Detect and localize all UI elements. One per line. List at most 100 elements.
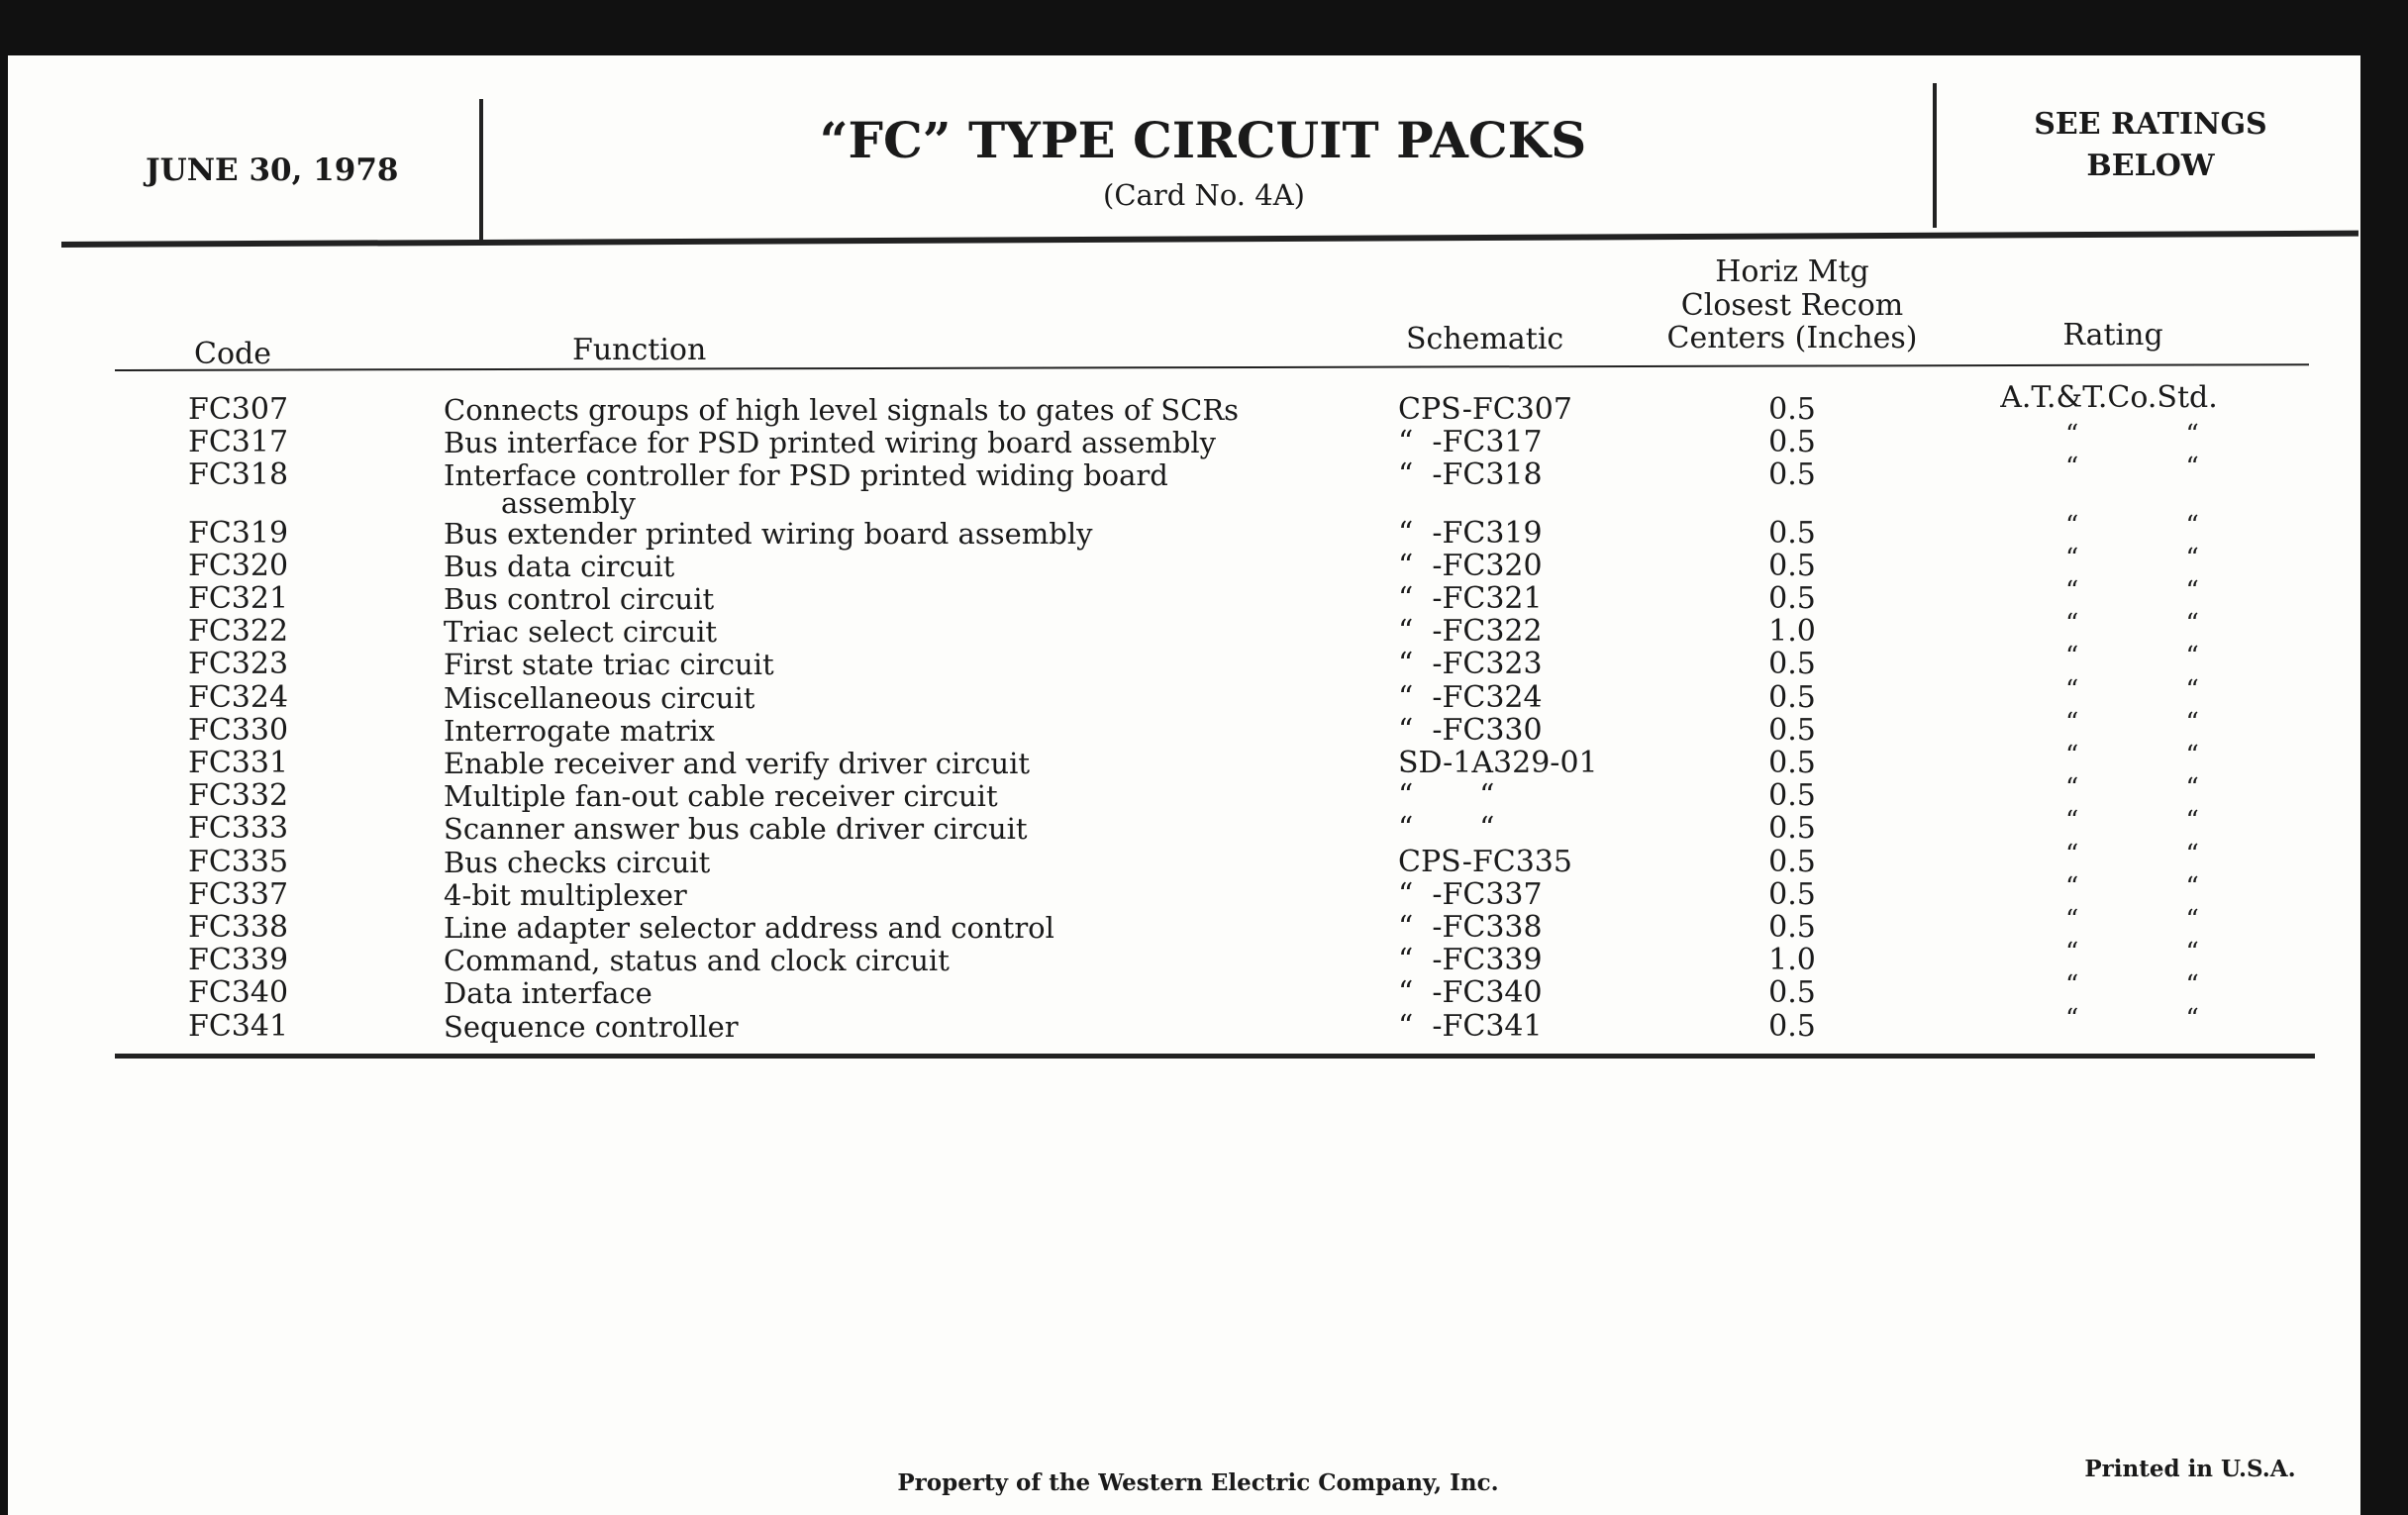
row-centers: 1.0 [1768, 943, 1816, 978]
row-rating-ditto: “ “ [2065, 642, 2199, 672]
row-centers: 0.5 [1768, 679, 1816, 715]
row-function: Enable receiver and verify driver circui… [444, 746, 1031, 780]
row-schematic: “ “ [1398, 778, 1495, 814]
row-function: Data interface [444, 976, 652, 1011]
row-schematic: “ -FC340 [1398, 975, 1543, 1011]
row-rating-ditto: “ “ [2065, 707, 2199, 738]
column-header-centers-line3: Centers (Inches) [1666, 321, 1918, 355]
ratings-note-line1: SEE RATINGS [2034, 107, 2267, 142]
table-bottom-rule [115, 1054, 2315, 1059]
row-schematic: “ -FC320 [1398, 548, 1543, 583]
row-rating-ditto: “ “ [2065, 609, 2199, 640]
row-centers: 0.5 [1768, 457, 1816, 493]
row-schematic: CPS-FC335 [1398, 844, 1572, 879]
row-schematic: “ -FC339 [1398, 943, 1543, 978]
row-rating-ditto: “ “ [2065, 970, 2199, 1001]
row-centers: 0.5 [1768, 778, 1816, 814]
page-title: “FC” TYPE CIRCUIT PACKS [0, 111, 2406, 169]
column-header-rating: Rating [2062, 318, 2163, 353]
row-schematic: CPS-FC307 [1398, 392, 1572, 427]
row-schematic: “ -FC323 [1398, 647, 1543, 682]
row-schematic: “ -FC338 [1398, 909, 1543, 945]
circuit-pack-card [8, 55, 2360, 1515]
row-rating-ditto: “ “ [2065, 453, 2199, 483]
row-code: FC332 [188, 778, 289, 814]
column-header-centers-line1: Horiz Mtg [1715, 254, 1869, 289]
row-code: FC323 [188, 647, 289, 682]
row-function: Bus checks circuit [444, 845, 711, 879]
row-function: Sequence controller [444, 1009, 739, 1044]
row-code: FC341 [188, 1008, 289, 1044]
header-divider-right [1933, 83, 1937, 228]
row-schematic: “ -FC321 [1398, 580, 1543, 616]
row-rating: A.T.&T.Co.Std. [2000, 380, 2218, 415]
row-code: FC338 [188, 909, 289, 945]
row-code: FC318 [188, 457, 289, 493]
row-centers: 0.5 [1768, 425, 1816, 460]
row-rating-ditto: “ “ [2065, 575, 2199, 606]
row-centers: 0.5 [1768, 876, 1816, 912]
row-code: FC331 [188, 745, 289, 780]
row-centers: 0.5 [1768, 712, 1816, 748]
row-code: FC307 [188, 392, 289, 427]
date: JUNE 30, 1978 [146, 152, 399, 188]
row-rating-ditto: “ “ [2065, 904, 2199, 935]
row-rating-ditto: “ “ [2065, 510, 2199, 541]
row-centers: 0.5 [1768, 580, 1816, 616]
row-rating-ditto: “ “ [2065, 839, 2199, 869]
row-rating-ditto: “ “ [2065, 543, 2199, 573]
row-centers: 0.5 [1768, 392, 1816, 427]
row-function: Bus extender printed wiring board assemb… [444, 516, 1093, 551]
row-function: Multiple fan-out cable receiver circuit [444, 779, 998, 814]
row-rating-ditto: “ “ [2065, 871, 2199, 902]
row-function: Triac select circuit [444, 615, 718, 650]
row-function: Line adapter selector address and contro… [444, 910, 1054, 945]
row-code: FC333 [188, 811, 289, 847]
column-header-function: Function [572, 333, 707, 367]
row-centers: 0.5 [1768, 1008, 1816, 1044]
row-centers: 0.5 [1768, 647, 1816, 682]
row-code: FC339 [188, 943, 289, 978]
row-centers: 0.5 [1768, 515, 1816, 551]
column-header-schematic: Schematic [1406, 322, 1564, 356]
row-schematic: “ -FC319 [1398, 515, 1543, 551]
row-function-continuation: assembly [501, 485, 636, 520]
column-header-code: Code [194, 337, 271, 371]
row-code: FC319 [188, 515, 289, 551]
card-number: (Card No. 4A) [1103, 178, 1305, 212]
ratings-note-line2: BELOW [2086, 149, 2215, 183]
row-centers: 1.0 [1768, 614, 1816, 650]
row-schematic: “ -FC324 [1398, 679, 1543, 715]
footer-printed: Printed in U.S.A. [2084, 1456, 2296, 1482]
row-function: Scanner answer bus cable driver circuit [444, 812, 1028, 847]
column-header-centers-line2: Closest Recom [1680, 288, 1904, 323]
row-code: FC330 [188, 712, 289, 748]
row-function: Command, status and clock circuit [444, 944, 950, 978]
row-function: Bus control circuit [444, 581, 715, 616]
row-code: FC337 [188, 876, 289, 912]
row-schematic: “ “ [1398, 811, 1495, 847]
row-function: Miscellaneous circuit [444, 680, 755, 715]
row-function: First state triac circuit [444, 648, 774, 682]
row-centers: 0.5 [1768, 844, 1816, 879]
row-schematic: “ -FC341 [1398, 1008, 1543, 1044]
row-function: 4-bit multiplexer [444, 877, 687, 912]
row-code: FC322 [188, 614, 289, 650]
row-function: Bus interface for PSD printed wiring boa… [444, 426, 1217, 460]
row-function: Interrogate matrix [444, 713, 715, 748]
row-centers: 0.5 [1768, 548, 1816, 583]
row-code: FC340 [188, 975, 289, 1011]
row-function: Bus data circuit [444, 549, 675, 583]
row-rating-ditto: “ “ [2065, 420, 2199, 451]
row-centers: 0.5 [1768, 909, 1816, 945]
row-code: FC317 [188, 425, 289, 460]
row-code: FC335 [188, 844, 289, 879]
row-schematic: “ -FC317 [1398, 425, 1543, 460]
row-schematic: “ -FC337 [1398, 876, 1543, 912]
row-rating-ditto: “ “ [2065, 806, 2199, 837]
row-rating-ditto: “ “ [2065, 773, 2199, 804]
row-function: Connects groups of high level signals to… [444, 393, 1240, 427]
row-schematic: “ -FC322 [1398, 614, 1543, 650]
row-schematic: “ -FC318 [1398, 457, 1543, 493]
row-function: Interface controller for PSD printed wid… [444, 458, 1168, 493]
